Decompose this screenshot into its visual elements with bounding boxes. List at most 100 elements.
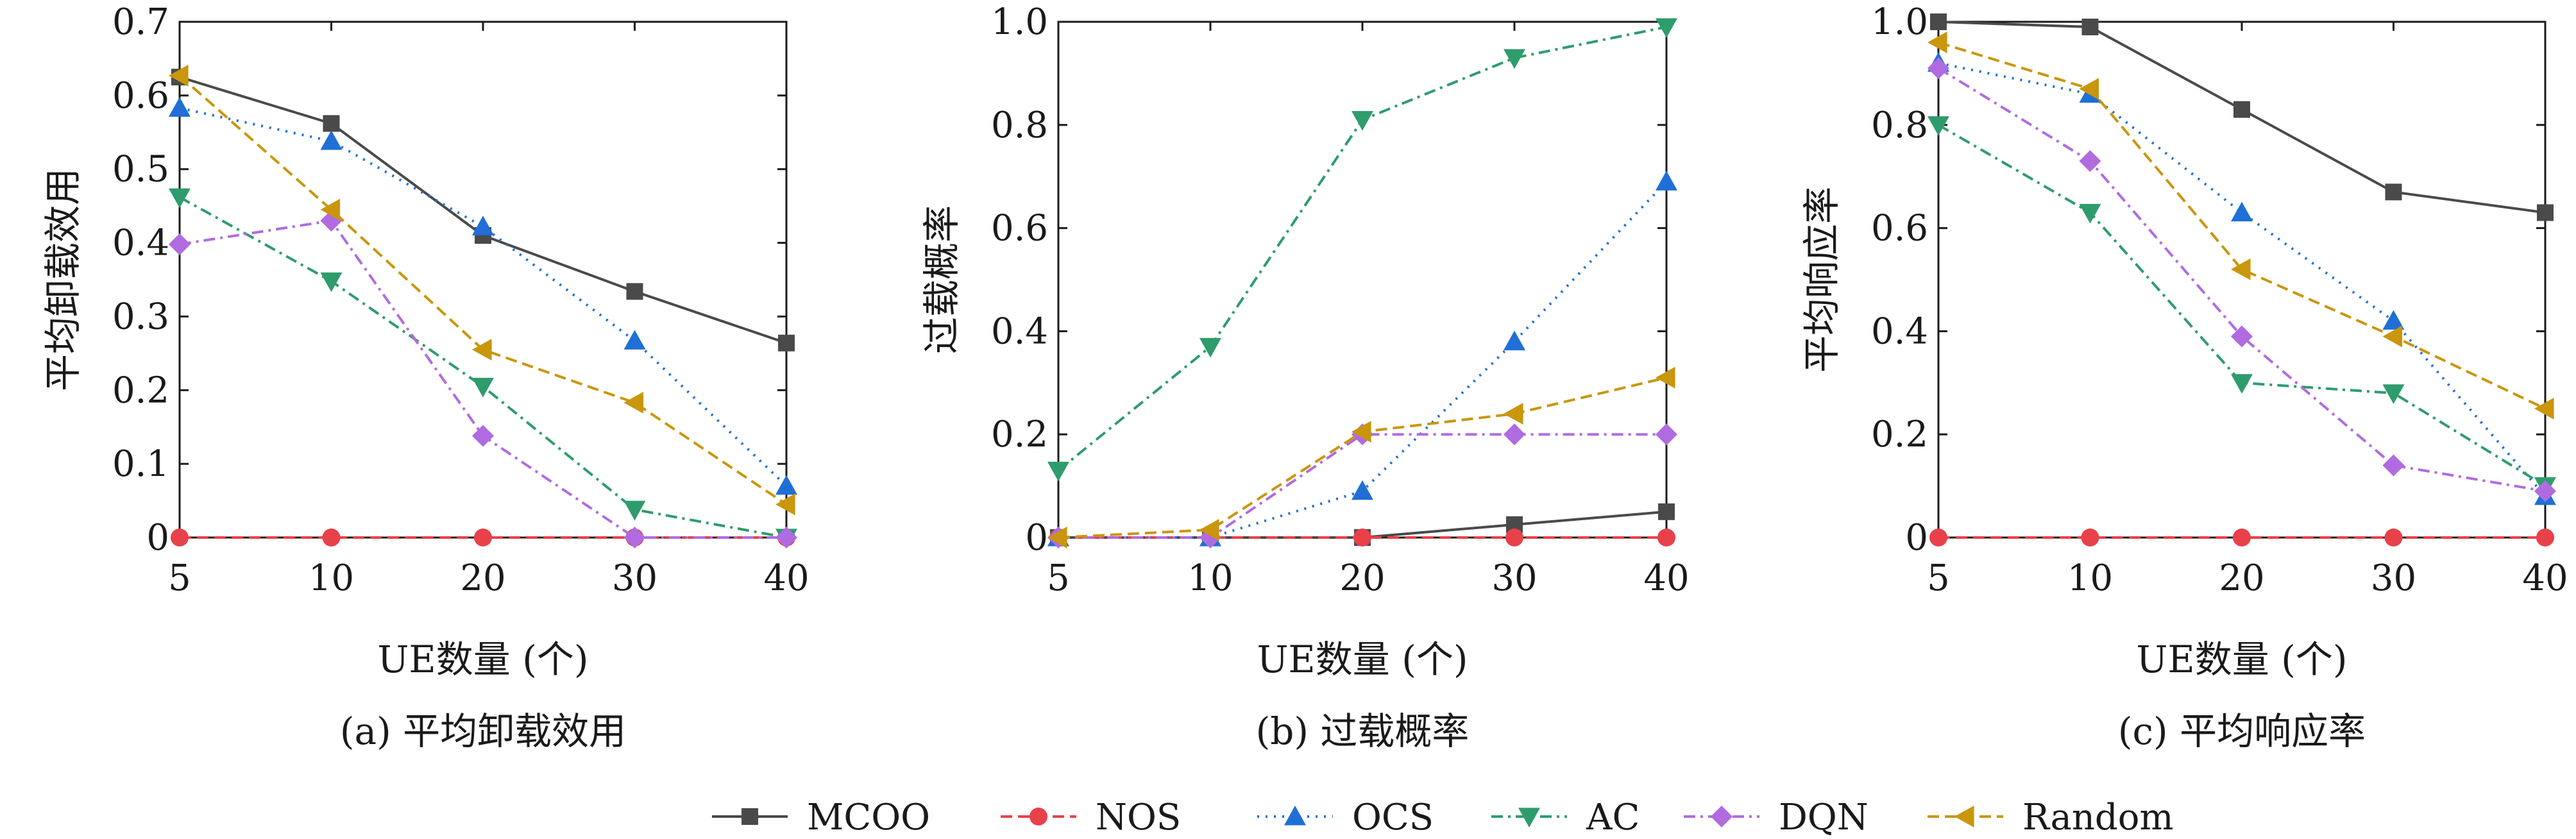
y-axis-label: 平均响应率 bbox=[1800, 187, 1843, 373]
data-point-dqn bbox=[2534, 480, 2556, 502]
data-point-random bbox=[1047, 527, 1067, 548]
legend-item-ocs: OCS bbox=[1257, 797, 1434, 838]
data-point-random bbox=[2231, 258, 2251, 280]
y-tick-label: 0.7 bbox=[112, 1, 169, 43]
x-axis-label: UE数量 (个) bbox=[378, 638, 589, 681]
data-point-ac bbox=[2079, 203, 2101, 224]
data-point-nos bbox=[1929, 529, 1947, 547]
data-point-mcoo bbox=[1658, 503, 1675, 520]
x-tick-label: 40 bbox=[2522, 557, 2568, 599]
data-point-ac bbox=[169, 188, 191, 208]
data-point-ac bbox=[2382, 384, 2405, 404]
y-tick-label: 0.3 bbox=[112, 296, 169, 337]
data-point-ocs bbox=[472, 216, 494, 235]
series-random bbox=[169, 64, 795, 516]
data-point-random bbox=[1352, 421, 1371, 443]
x-tick-label: 40 bbox=[1643, 557, 1689, 599]
data-point-dqn bbox=[169, 233, 191, 255]
series-nos bbox=[1929, 529, 2554, 547]
legend-label: NOS bbox=[1096, 797, 1181, 838]
data-point-random bbox=[2079, 78, 2099, 100]
data-point-random bbox=[472, 339, 492, 361]
series-mcoo bbox=[171, 69, 795, 352]
legend-item-nos: NOS bbox=[1001, 797, 1181, 838]
data-point-mcoo bbox=[323, 115, 340, 132]
data-point-dqn bbox=[775, 527, 797, 548]
legend-label: OCS bbox=[1352, 797, 1434, 838]
legend-marker bbox=[1518, 808, 1540, 827]
series-ocs bbox=[169, 97, 797, 495]
chart-subtitle: (b) 过载概率 bbox=[1256, 709, 1470, 753]
series-mcoo bbox=[1930, 13, 2554, 221]
data-point-random bbox=[169, 64, 189, 87]
data-point-nos bbox=[1353, 529, 1371, 547]
series-line-ac bbox=[1937, 124, 2546, 487]
data-point-ac bbox=[1352, 111, 1373, 131]
data-point-dqn bbox=[2231, 325, 2253, 348]
data-point-ac bbox=[1199, 337, 1221, 358]
data-point-mcoo bbox=[778, 334, 795, 352]
chart-subtitle: (a) 平均卸载效用 bbox=[340, 709, 626, 753]
data-point-ocs bbox=[775, 475, 797, 495]
x-tick-label: 40 bbox=[763, 557, 809, 599]
x-tick-label: 5 bbox=[1047, 557, 1070, 599]
y-tick-label: 0 bbox=[1025, 517, 1048, 559]
y-axis-label: 平均卸载效用 bbox=[41, 168, 85, 391]
chart-panel-0: 0 0.1 0.2 0.3 0.4 0.5 0.6 0.7 5 10 20 30 40 UE数量 (个) 平… bbox=[41, 1, 809, 753]
legend-item-ac: AC bbox=[1491, 797, 1640, 838]
y-tick-label: 0.2 bbox=[112, 369, 169, 411]
series-line-random bbox=[1058, 376, 1667, 539]
data-point-nos bbox=[2081, 529, 2099, 547]
chart-subtitle: (c) 平均响应率 bbox=[2118, 709, 2366, 753]
data-point-mcoo bbox=[2537, 204, 2554, 221]
data-point-ac bbox=[1928, 116, 1949, 136]
y-tick-label: 0.8 bbox=[1871, 105, 1928, 146]
data-point-mcoo bbox=[626, 283, 643, 300]
series-dqn bbox=[1928, 57, 2556, 502]
data-point-dqn bbox=[2079, 150, 2101, 173]
y-tick-label: 0.6 bbox=[112, 75, 169, 117]
data-point-random bbox=[1928, 31, 1947, 54]
y-tick-label: 0.4 bbox=[1871, 310, 1928, 352]
data-point-ocs bbox=[1352, 480, 1373, 500]
data-point-random bbox=[2534, 398, 2554, 419]
data-point-dqn bbox=[1656, 423, 1677, 446]
data-point-nos bbox=[2384, 529, 2403, 547]
y-tick-label: 0.6 bbox=[991, 208, 1048, 250]
y-tick-label: 0.2 bbox=[991, 414, 1048, 455]
data-point-ocs bbox=[2382, 310, 2405, 330]
data-point-dqn bbox=[1504, 423, 1525, 446]
series-ac bbox=[169, 188, 797, 548]
data-point-random bbox=[623, 391, 644, 414]
legend-label: AC bbox=[1586, 797, 1640, 838]
legend-item-random: Random bbox=[1928, 797, 2174, 838]
legend-item-dqn: DQN bbox=[1684, 797, 1868, 838]
x-tick-label: 5 bbox=[168, 557, 191, 599]
data-point-random bbox=[1656, 366, 1675, 389]
data-point-random bbox=[320, 198, 341, 221]
data-point-mcoo bbox=[1930, 13, 1947, 30]
data-point-dqn bbox=[1928, 57, 1949, 80]
data-point-random bbox=[775, 493, 795, 516]
legend-marker bbox=[1284, 806, 1306, 826]
chart-panel-1: 0 0.2 0.4 0.6 0.8 1.0 5 10 20 30 40 UE数量 (个) 过载概率 (b)… bbox=[920, 1, 1690, 753]
data-point-nos bbox=[2536, 529, 2554, 547]
legend-marker bbox=[1030, 808, 1047, 826]
y-tick-label: 0.4 bbox=[991, 310, 1048, 352]
legend-marker bbox=[1954, 806, 1974, 827]
series-random bbox=[1047, 366, 1675, 548]
data-point-ac bbox=[472, 377, 494, 398]
x-tick-label: 30 bbox=[612, 557, 657, 599]
x-tick-label: 10 bbox=[2067, 557, 2113, 599]
x-tick-label: 20 bbox=[1339, 557, 1385, 599]
x-tick-label: 5 bbox=[1927, 557, 1950, 599]
data-point-random bbox=[2382, 325, 2403, 348]
data-point-ac bbox=[1656, 18, 1677, 38]
data-point-nos bbox=[322, 529, 341, 547]
y-tick-label: 0.6 bbox=[1871, 208, 1928, 250]
data-point-nos bbox=[1505, 529, 1523, 547]
data-point-mcoo bbox=[2385, 183, 2402, 201]
y-tick-label: 0.8 bbox=[991, 105, 1048, 146]
data-point-dqn bbox=[2382, 454, 2405, 477]
